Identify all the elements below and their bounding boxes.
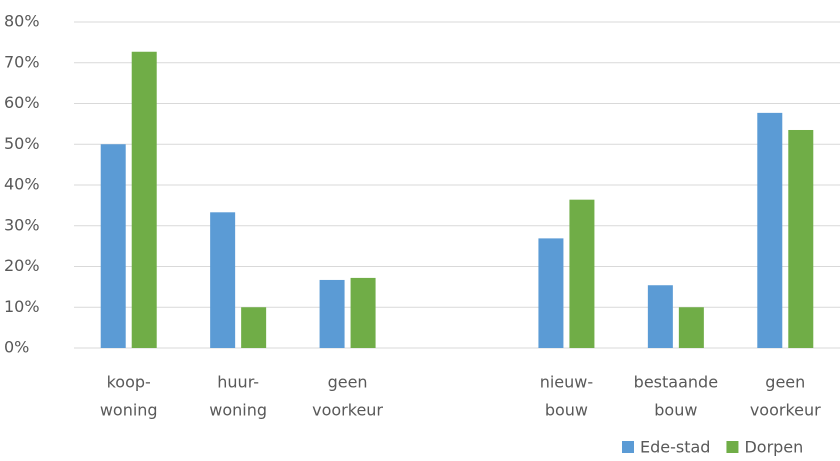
bar	[569, 199, 595, 348]
x-tick-label: woning	[100, 401, 158, 420]
x-tick-label: woning	[209, 401, 267, 420]
bar	[788, 129, 814, 348]
bar	[538, 238, 564, 348]
bar	[241, 307, 267, 348]
bar	[319, 279, 345, 348]
bar	[100, 144, 126, 348]
y-tick-label: 0%	[4, 338, 29, 357]
y-tick-label: 40%	[4, 175, 40, 194]
x-tick-label: koop-	[107, 373, 151, 392]
bar	[350, 277, 376, 348]
bar	[678, 307, 704, 348]
x-tick-label: bouw	[545, 401, 588, 420]
bar	[757, 112, 783, 348]
y-tick-label: 50%	[4, 134, 40, 153]
y-tick-label: 60%	[4, 93, 40, 112]
legend-swatch	[622, 441, 634, 453]
x-tick-label: geen	[328, 373, 368, 392]
x-tick-label: bouw	[654, 401, 697, 420]
x-tick-label: nieuw-	[540, 373, 593, 392]
y-tick-label: 70%	[4, 52, 40, 71]
legend-swatch	[726, 441, 739, 453]
bar	[210, 212, 236, 348]
y-tick-label: 10%	[4, 297, 40, 316]
y-tick-label: 80%	[4, 12, 40, 31]
legend-label: Dorpen	[744, 438, 803, 457]
bar	[131, 51, 157, 349]
legend-label: Ede-stad	[640, 438, 710, 457]
x-tick-label: huur-	[217, 373, 259, 392]
x-tick-label: bestaande	[634, 373, 718, 392]
bar	[647, 285, 673, 348]
x-tick-label: voorkeur	[750, 401, 821, 420]
x-tick-label: voorkeur	[312, 401, 383, 420]
x-tick-label: geen	[765, 373, 805, 392]
y-tick-label: 30%	[4, 215, 40, 234]
y-tick-label: 20%	[4, 256, 40, 275]
